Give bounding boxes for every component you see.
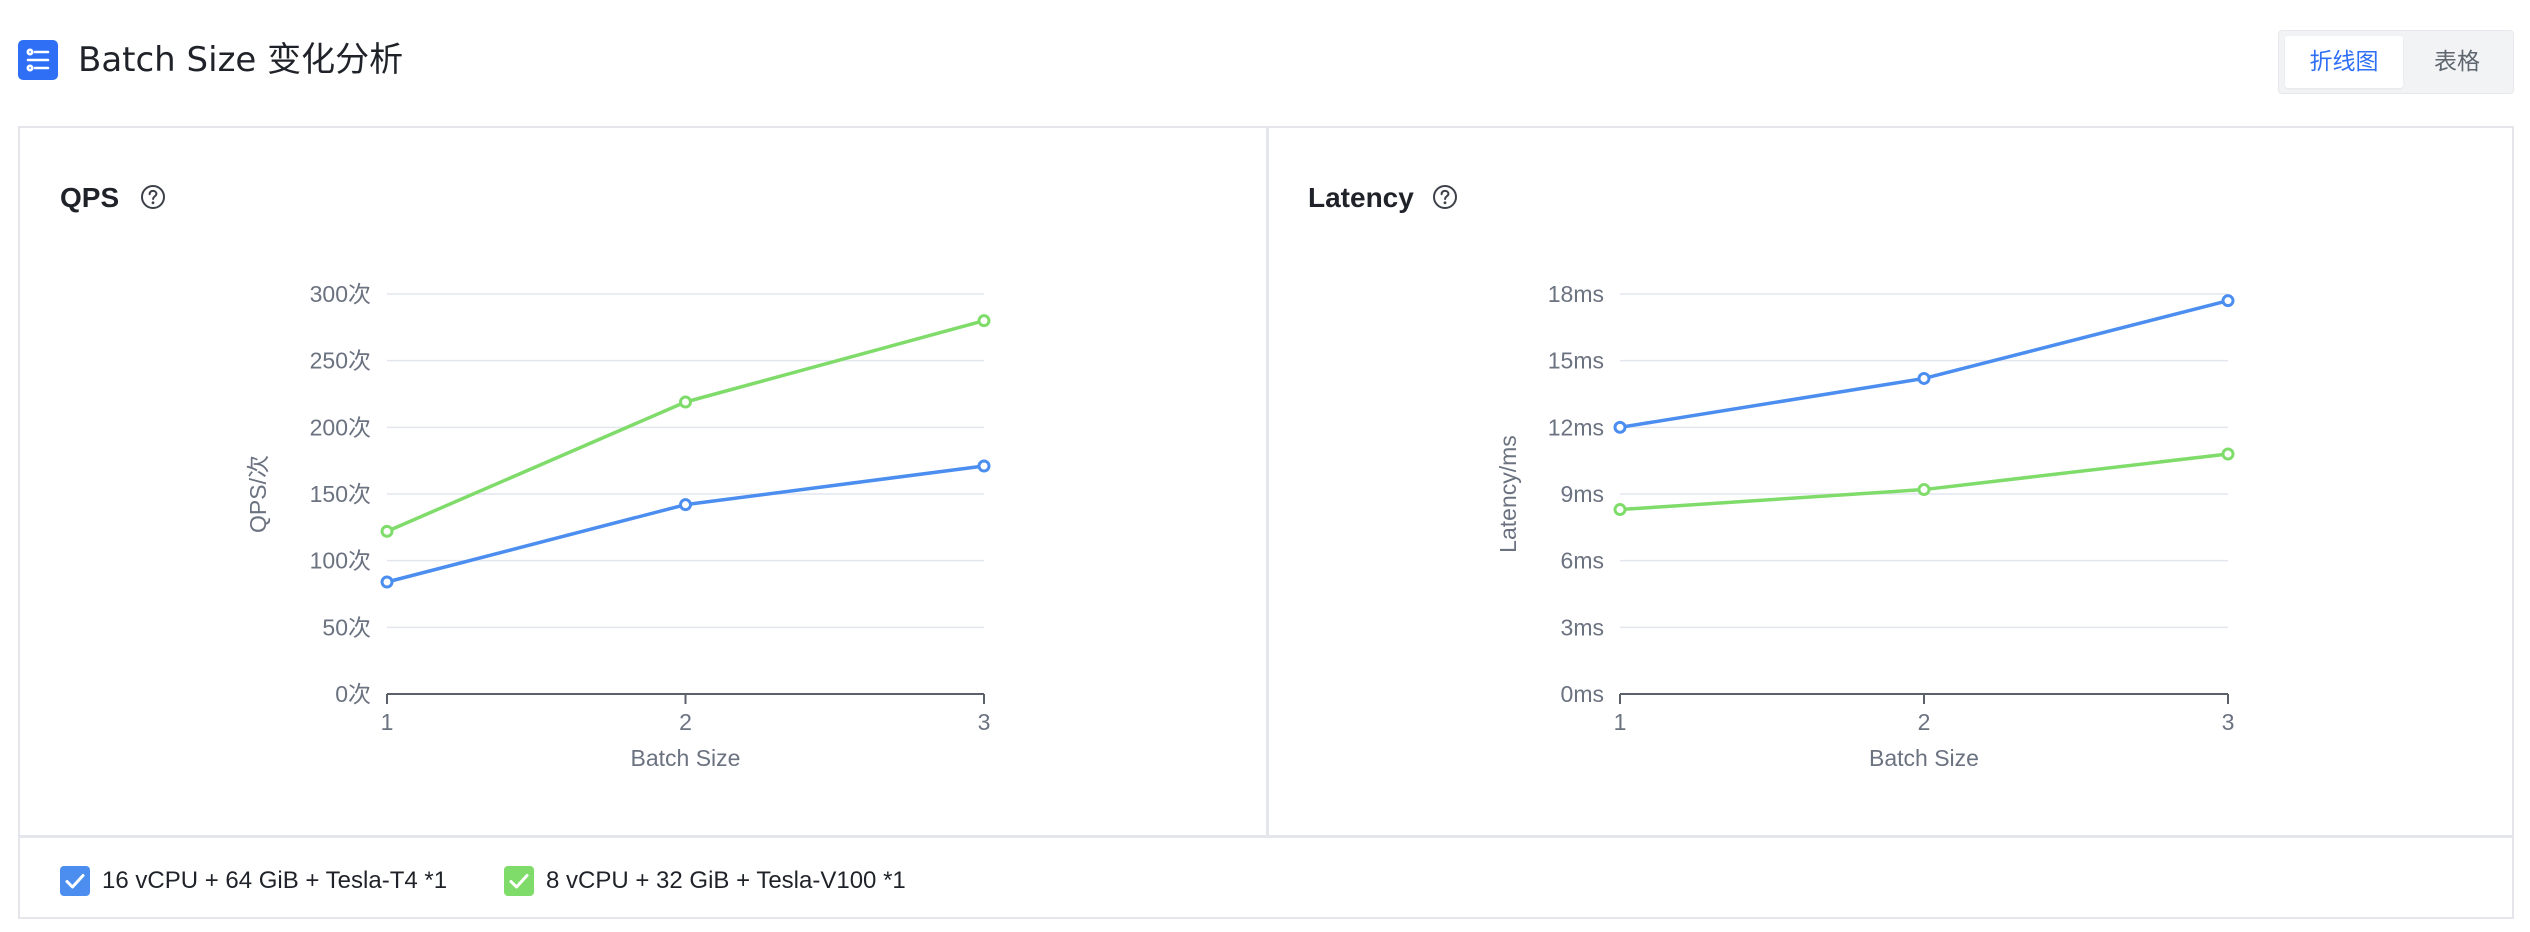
- data-point: [380, 575, 394, 589]
- series-line: [1619, 298, 2229, 430]
- table-tab[interactable]: 表格: [2434, 49, 2480, 75]
- view-toggle: 折线图 表格: [2278, 30, 2514, 94]
- check-icon: [509, 874, 529, 889]
- y-tick-label: 18ms: [1548, 281, 1604, 307]
- data-point: [380, 524, 394, 538]
- legend-label-t4: 16 vCPU + 64 GiB + Tesla-T4 *1: [102, 867, 448, 894]
- data-point: [977, 314, 991, 328]
- page-title: Batch Size 变化分析: [78, 40, 404, 80]
- list-settings-icon: [18, 40, 58, 80]
- checkbox-t4[interactable]: [60, 866, 90, 896]
- x-tick-label: 3: [2222, 709, 2235, 735]
- x-tick-label: 2: [1918, 709, 1931, 735]
- y-tick-label: 150次: [310, 481, 371, 507]
- legend: 16 vCPU + 64 GiB + Tesla-T4 *1 8 vCPU + …: [20, 838, 2512, 918]
- page-header: Batch Size 变化分析 折线图 表格: [0, 0, 2530, 120]
- data-point: [1917, 483, 1931, 497]
- y-tick-label: 50次: [322, 614, 371, 640]
- y-axis-title: QPS/次: [245, 455, 271, 533]
- x-tick-label: 1: [1614, 709, 1627, 735]
- data-point: [1613, 503, 1627, 517]
- data-point: [2221, 447, 2235, 461]
- x-axis-title: Batch Size: [1869, 745, 1979, 771]
- y-tick-label: 3ms: [1561, 614, 1604, 640]
- latency-chart: 0ms 3ms 6ms 9ms 12ms 15ms 18ms 1 2 3 Batch Size Lat…: [1495, 281, 2235, 771]
- legend-item-t4[interactable]: 16 vCPU + 64 GiB + Tesla-T4 *1: [60, 838, 480, 918]
- qps-chart-title: QPS: [60, 182, 120, 213]
- panel-divider: [1266, 128, 1269, 836]
- x-tick-label: 2: [679, 709, 692, 735]
- y-tick-label: 0ms: [1561, 681, 1604, 707]
- data-point: [2221, 294, 2235, 308]
- legend-divider: [20, 835, 2512, 838]
- series-line: [1619, 452, 2229, 512]
- y-axis-title: Latency/ms: [1495, 435, 1521, 553]
- data-point: [1917, 371, 1931, 385]
- x-axis-title: Batch Size: [631, 745, 741, 771]
- line-chart-tab[interactable]: 折线图: [2285, 36, 2403, 88]
- y-tick-label: 6ms: [1561, 548, 1604, 574]
- y-tick-label: 250次: [310, 348, 371, 374]
- series-line: [386, 464, 985, 584]
- data-point: [679, 395, 692, 409]
- question-circle-icon[interactable]: [1432, 184, 1458, 210]
- latency-chart-title: Latency: [1308, 182, 1414, 213]
- y-tick-label: 0次: [335, 681, 371, 707]
- x-tick-label: 1: [381, 709, 394, 735]
- y-tick-label: 100次: [310, 548, 371, 574]
- check-icon: [65, 874, 85, 889]
- question-circle-icon[interactable]: [140, 184, 166, 210]
- legend-label-v100: 8 vCPU + 32 GiB + Tesla-V100 *1: [546, 867, 906, 894]
- x-tick-label: 3: [978, 709, 991, 735]
- y-tick-label: 15ms: [1548, 348, 1604, 374]
- qps-chart: 0次 50次 100次 150次 200次 250次 300次 1 2 3 Batch Size QP…: [245, 281, 991, 771]
- data-point: [1613, 420, 1627, 434]
- legend-item-v100[interactable]: 8 vCPU + 32 GiB + Tesla-V100 *1: [504, 838, 944, 918]
- y-tick-label: 12ms: [1548, 414, 1604, 440]
- data-point: [679, 498, 692, 512]
- data-point: [977, 459, 991, 473]
- y-tick-label: 300次: [310, 281, 371, 307]
- charts-container: QPS 0次 50次 100次 150次 200次 250次 300次 1 2 3 Batch Si…: [18, 126, 2514, 919]
- y-tick-label: 9ms: [1561, 481, 1604, 507]
- y-tick-label: 200次: [310, 414, 371, 440]
- checkbox-v100[interactable]: [504, 866, 534, 896]
